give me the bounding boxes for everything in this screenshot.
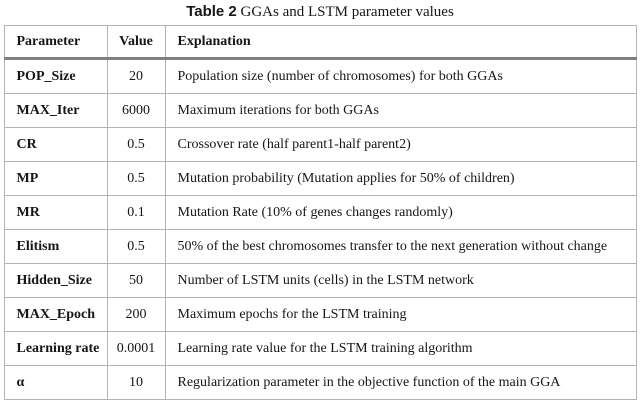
explanation-cell: Learning rate value for the LSTM trainin… xyxy=(164,331,637,366)
header-value: Value xyxy=(106,25,166,60)
parameter-cell: POP_Size xyxy=(3,58,108,94)
table-row: MR 0.1 Mutation Rate (10% of genes chang… xyxy=(3,195,637,230)
parameter-cell: MR xyxy=(3,195,108,230)
table-row: MAX_Epoch 200 Maximum epochs for the LST… xyxy=(3,297,637,332)
value-cell: 6000 xyxy=(106,93,166,128)
explanation-cell: Crossover rate (half parent1-half parent… xyxy=(164,127,637,162)
parameter-cell: Learning rate xyxy=(3,331,108,366)
table-row: MP 0.5 Mutation probability (Mutation ap… xyxy=(3,161,637,196)
value-cell: 0.0001 xyxy=(106,331,166,366)
value-cell: 0.1 xyxy=(106,195,166,230)
parameter-cell: Hidden_Size xyxy=(3,263,108,298)
value-cell: 0.5 xyxy=(106,161,166,196)
parameter-table: Parameter Value Explanation POP_Size 20 … xyxy=(3,25,637,400)
explanation-cell: Regularization parameter in the objectiv… xyxy=(164,365,637,400)
explanation-cell: Mutation Rate (10% of genes changes rand… xyxy=(164,195,637,230)
explanation-cell: Population size (number of chromosomes) … xyxy=(164,58,637,94)
header-parameter: Parameter xyxy=(3,25,108,60)
table-body: POP_Size 20 Population size (number of c… xyxy=(3,58,637,400)
table-row: POP_Size 20 Population size (number of c… xyxy=(3,58,637,94)
explanation-cell: Number of LSTM units (cells) in the LSTM… xyxy=(164,263,637,298)
value-cell: 0.5 xyxy=(106,127,166,162)
table-caption-text: GGAs and LSTM parameter values xyxy=(236,4,454,20)
value-cell: 0.5 xyxy=(106,229,166,264)
table-row: Learning rate 0.0001 Learning rate value… xyxy=(3,331,637,366)
table-row: MAX_Iter 6000 Maximum iterations for bot… xyxy=(3,93,637,128)
value-cell: 10 xyxy=(106,365,166,400)
explanation-cell: Maximum epochs for the LSTM training xyxy=(164,297,637,332)
explanation-cell: Mutation probability (Mutation applies f… xyxy=(164,161,637,196)
value-cell: 50 xyxy=(106,263,166,298)
header-explanation: Explanation xyxy=(164,25,637,60)
parameter-cell: Elitism xyxy=(3,229,108,264)
value-cell: 20 xyxy=(106,58,166,94)
parameter-cell: α xyxy=(3,365,108,400)
table-row: CR 0.5 Crossover rate (half parent1-half… xyxy=(3,127,637,162)
table-row: Hidden_Size 50 Number of LSTM units (cel… xyxy=(3,263,637,298)
parameter-cell: MP xyxy=(3,161,108,196)
parameter-cell: MAX_Iter xyxy=(3,93,108,128)
explanation-cell: Maximum iterations for both GGAs xyxy=(164,93,637,128)
explanation-cell: 50% of the best chromosomes transfer to … xyxy=(164,229,637,264)
table-header-row: Parameter Value Explanation xyxy=(3,25,637,60)
table-row: α 10 Regularization parameter in the obj… xyxy=(3,365,637,400)
parameter-cell: MAX_Epoch xyxy=(3,297,108,332)
value-cell: 200 xyxy=(106,297,166,332)
table-row: Elitism 0.5 50% of the best chromosomes … xyxy=(3,229,637,264)
table-caption-label: Table 2 xyxy=(186,3,237,20)
table-caption: Table 2 GGAs and LSTM parameter values xyxy=(0,0,640,21)
parameter-cell: CR xyxy=(3,127,108,162)
